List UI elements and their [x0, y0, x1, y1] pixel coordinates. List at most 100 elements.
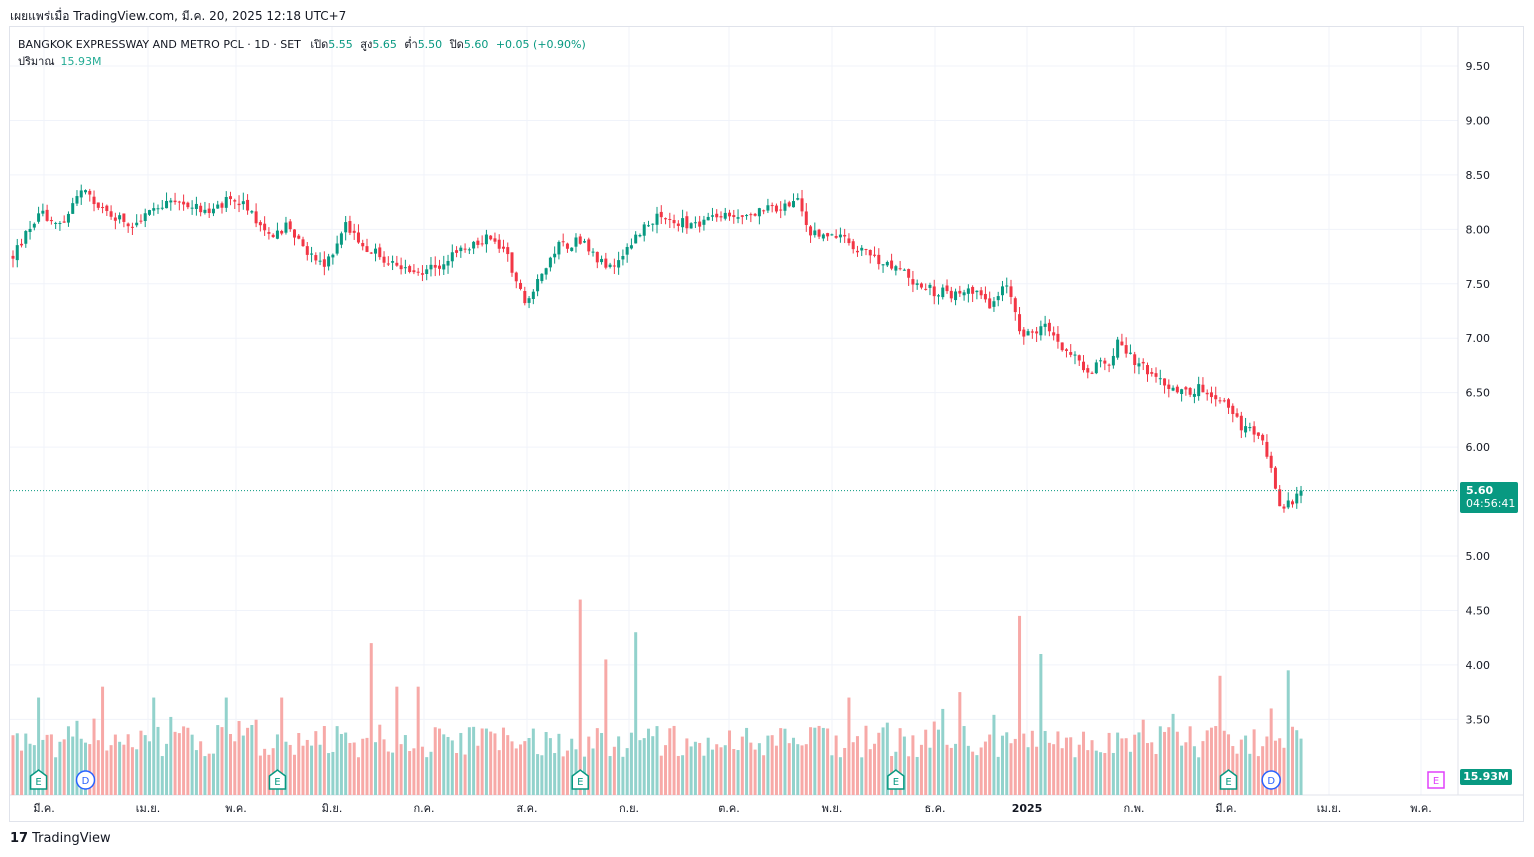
- candle-body: [1171, 387, 1175, 391]
- candle-body: [753, 213, 757, 216]
- time-axis[interactable]: มี.ค. เม.ย. พ.ค. มิ.ย. ก.ค. ส.ค. ก.ย. ต.ค. พ.ย. ธ…: [33, 802, 1432, 815]
- candle-body: [565, 243, 569, 249]
- volume-bar: [523, 741, 527, 795]
- chart-frame[interactable]: [9, 26, 1524, 822]
- candle-body: [996, 296, 1000, 301]
- candle-body: [275, 230, 279, 239]
- candle-body: [745, 215, 749, 217]
- symbol-title[interactable]: BANGKOK EXPRESSWAY AND METRO PCL · 1D · …: [18, 38, 301, 51]
- price-tick-label: 7.00: [1466, 332, 1491, 345]
- candle-body: [241, 201, 245, 205]
- volume-bar: [800, 745, 804, 795]
- candle-body: [583, 241, 587, 243]
- tradingview-brand[interactable]: 17 TradingView: [10, 831, 111, 846]
- price-axis[interactable]: 9.50 9.00 8.50 8.00 7.50 7.00 6.50 6.00 5.00 4.50…: [1466, 60, 1491, 726]
- volume-bar: [224, 697, 228, 795]
- volume-bar: [932, 721, 936, 795]
- volume-bar: [391, 752, 395, 795]
- volume-bar: [1282, 747, 1286, 795]
- candle-body: [527, 298, 531, 303]
- volume-bar: [15, 733, 19, 795]
- earnings-marker-icon[interactable]: E: [29, 769, 48, 790]
- dividend-marker-icon[interactable]: D: [75, 770, 96, 790]
- candle-body: [1197, 384, 1201, 397]
- volume-bar: [514, 748, 518, 795]
- candle-body: [446, 260, 450, 266]
- volume-bar: [595, 728, 599, 795]
- volume-bar: [1103, 753, 1107, 795]
- volume-bar: [62, 739, 66, 795]
- candle-body: [348, 221, 352, 233]
- time-tick-label: มิ.ย.: [322, 802, 343, 815]
- volume-bar: [152, 697, 156, 795]
- candle-body: [595, 251, 599, 263]
- volume-bar: [395, 686, 399, 795]
- volume-bar: [356, 757, 360, 795]
- earnings-marker-icon[interactable]: E: [1219, 769, 1238, 790]
- volume-bar: [284, 741, 288, 795]
- candle-body: [629, 245, 633, 249]
- candle-body: [664, 218, 668, 220]
- volume-bar: [830, 755, 834, 795]
- time-tick-label: ต.ค.: [718, 802, 740, 815]
- candle-body: [770, 205, 774, 207]
- volume-bar: [1252, 729, 1256, 795]
- volume-bar: [105, 750, 109, 795]
- volume-bar: [945, 744, 949, 795]
- brand-name: TradingView: [32, 831, 111, 846]
- svg-text:D: D: [1267, 776, 1275, 787]
- volume-bar: [66, 726, 70, 795]
- earnings-marker-icon[interactable]: E: [571, 769, 589, 790]
- candle-body: [570, 247, 574, 251]
- volume-bar: [817, 725, 821, 795]
- candle-body: [958, 290, 962, 294]
- candle-body: [766, 205, 770, 211]
- candle-body: [297, 235, 301, 239]
- volume-bar: [147, 741, 151, 795]
- volume-bar: [305, 739, 309, 795]
- candle-body: [62, 221, 66, 223]
- earnings-marker-icon[interactable]: E: [268, 769, 287, 790]
- volume-bar: [497, 750, 501, 795]
- candle-body: [890, 260, 894, 269]
- volume-bar: [885, 722, 889, 795]
- time-tick-label: ธ.ค.: [924, 802, 945, 815]
- candle-body: [71, 203, 75, 214]
- candle-body: [284, 222, 288, 233]
- volume-bar: [84, 742, 88, 795]
- candle-body: [211, 208, 215, 214]
- future-earnings-marker-icon[interactable]: E: [1427, 771, 1445, 789]
- candle-body: [288, 221, 292, 230]
- dividend-marker-icon[interactable]: D: [1261, 770, 1281, 790]
- earnings-marker-icon[interactable]: E: [887, 769, 905, 790]
- candle-body: [762, 210, 766, 212]
- candle-body: [659, 211, 663, 218]
- candle-body: [207, 208, 211, 214]
- volume-bar: [382, 739, 386, 795]
- candle-body: [838, 234, 842, 238]
- volume-bar: [348, 742, 352, 795]
- candle-body: [732, 215, 736, 218]
- candle-body: [591, 251, 595, 253]
- volume-bar: [531, 728, 535, 795]
- candle-body: [1128, 352, 1132, 354]
- candle-body: [540, 273, 544, 282]
- candle-body: [578, 236, 582, 244]
- candle-body: [1154, 373, 1158, 377]
- volume-bar: [821, 727, 825, 795]
- time-tick-label: ก.ค.: [413, 802, 434, 815]
- volume-bar: [1150, 742, 1154, 795]
- volume-label[interactable]: ปริมาณ: [18, 55, 55, 68]
- volume-bar: [578, 599, 582, 795]
- candle-body: [924, 288, 928, 290]
- open-value: 5.55: [328, 38, 353, 51]
- candle-body: [544, 268, 548, 275]
- volume-bar: [570, 738, 574, 795]
- candle-body: [523, 291, 527, 304]
- volume-bar: [1141, 719, 1145, 795]
- candle-body: [433, 264, 437, 268]
- volume-bar: [881, 727, 885, 795]
- candle-body: [804, 211, 808, 225]
